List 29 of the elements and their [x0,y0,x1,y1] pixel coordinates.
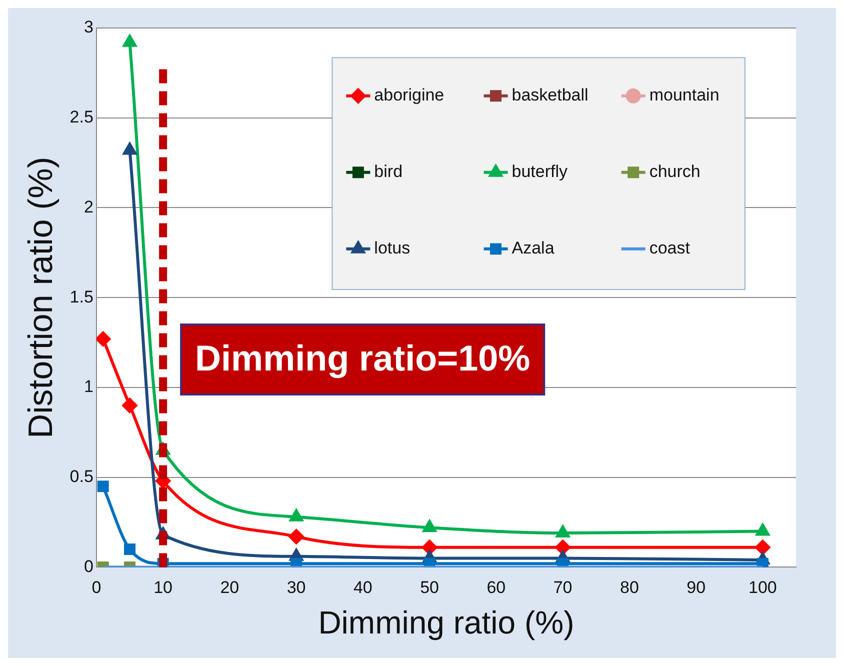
x-tick-label: 60 [486,578,506,598]
y-axis-title: Distortion ratio (%) [22,156,60,438]
x-tick-label: 80 [620,578,639,598]
legend-label: bird [374,162,403,182]
legend-label: Azala [512,238,555,258]
legend-label: basketball [512,86,588,105]
legend-label: church [649,162,700,182]
y-tick-label: 0 [84,556,94,576]
legend-label: lotus [374,238,410,258]
x-tick-label: 40 [353,578,372,598]
legend-label: mountain [649,86,720,105]
legend-label: buterfly [512,162,568,182]
x-tick-label: 70 [553,578,572,598]
x-tick-label: 90 [686,578,706,598]
y-tick-label: 2.5 [70,108,94,127]
y-tick-label: 3 [84,18,94,37]
x-tick-label: 100 [748,578,777,598]
ref-line-label: Dimming ratio=10% [195,337,530,378]
y-tick-label: 1 [84,377,94,396]
y-tick-label: 0.5 [70,467,94,486]
x-tick-label: 30 [286,578,306,598]
y-tick-label: 2 [84,197,94,216]
y-tick-label: 1.5 [70,287,94,306]
x-tick-label: 20 [220,578,240,598]
legend-label: aborigine [374,86,444,105]
x-tick-label: 50 [420,578,440,598]
x-axis-title: Dimming ratio (%) [318,604,574,641]
x-tick-label: 10 [154,578,173,598]
legend-label: coast [649,238,690,258]
